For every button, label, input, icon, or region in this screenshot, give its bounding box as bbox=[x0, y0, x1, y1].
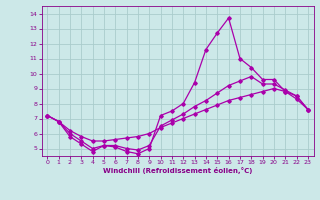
X-axis label: Windchill (Refroidissement éolien,°C): Windchill (Refroidissement éolien,°C) bbox=[103, 167, 252, 174]
